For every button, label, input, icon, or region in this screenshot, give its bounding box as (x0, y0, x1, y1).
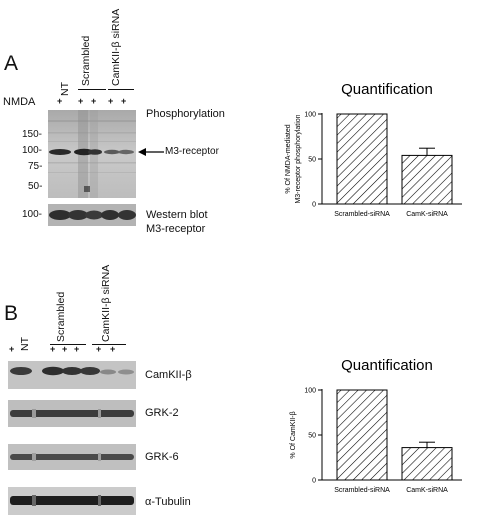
y-tick-label: 100 (304, 112, 316, 119)
wb-marker-100: 100- (22, 209, 43, 220)
lane-label-scrambled: Scrambled (80, 35, 92, 86)
bar (336, 113, 388, 205)
scrambled-underline (50, 344, 86, 345)
plus-sign: + (91, 96, 97, 106)
y-tick-label: 100 (304, 388, 316, 395)
quantification-chart-a: Quantification % Of NMDA-mediated M3-recep… (285, 81, 462, 218)
plus-sign: + (110, 344, 116, 354)
bar (401, 447, 453, 481)
panel-a-letter: A (4, 52, 19, 75)
y-axis-label: % Of NMDA-mediated (285, 124, 292, 193)
wb-label-line1: Western blot (146, 209, 208, 221)
chart-title: Quantification (341, 357, 433, 374)
blot-alpha-tubulin (8, 487, 136, 515)
blot-label-camkii-beta: CamKII-β (145, 369, 192, 381)
arrow-icon (138, 148, 164, 156)
plus-sign: + (74, 344, 80, 354)
western-blot-m3-image (48, 204, 136, 226)
camkii-underline (92, 344, 126, 345)
x-tick-label: CamK-siRNA (406, 211, 448, 218)
plus-sign: + (50, 344, 56, 354)
plus-sign: + (96, 344, 102, 354)
blot-camkii-beta (8, 361, 136, 389)
mw-marker-150: 150- (22, 129, 43, 140)
blot-grk-6-image (8, 444, 136, 470)
blot-label-grk-6: GRK-6 (145, 451, 179, 463)
quantification-chart-b: Quantification % Of CamKII-β 0 50 100 Scrambl… (290, 357, 462, 494)
lane-label-scrambled: Scrambled (55, 291, 67, 342)
phosphorylation-blot (48, 110, 136, 198)
blot-grk-2-image (8, 400, 136, 427)
x-tick-label: Scrambled-siRNA (334, 211, 390, 218)
y-tick-label: 0 (312, 202, 316, 209)
y-tick-label: 50 (308, 157, 316, 164)
x-tick-label: Scrambled-siRNA (334, 487, 390, 494)
lane-label-nt: NT (59, 82, 71, 96)
y-axis-label: M3-receptor phosphorylation (295, 114, 302, 203)
panel-b-letter: B (4, 302, 19, 325)
bar (401, 154, 453, 205)
plus-sign: + (108, 96, 114, 106)
western-blot-m3 (48, 204, 136, 226)
mw-marker-100: 100- (22, 145, 43, 156)
y-tick-label: 0 (312, 478, 316, 485)
phosphorylation-blot-image (48, 110, 136, 198)
blot-label-grk-2: GRK-2 (145, 407, 179, 419)
plus-sign: + (62, 344, 68, 354)
plus-sign: + (121, 96, 127, 106)
camkii-underline (108, 89, 134, 90)
lane-label-camkii-sirna: CamKII-β siRNA (100, 264, 112, 342)
mw-marker-75: 75- (28, 161, 43, 172)
blot-alpha-tubulin-image (8, 487, 136, 515)
blot-grk-2 (8, 400, 136, 427)
nmda-label: NMDA (3, 96, 36, 108)
wb-label-line2: M3-receptor (146, 223, 206, 235)
y-tick-label: 50 (308, 433, 316, 440)
plus-sign: + (9, 344, 15, 354)
arrow-label: M3-receptor (165, 146, 219, 157)
bar (336, 389, 388, 481)
blot-camkii-beta-image (8, 361, 136, 389)
plus-sign: + (78, 96, 84, 106)
x-tick-label: CamK-siRNA (406, 487, 448, 494)
phosphorylation-label: Phosphorylation (146, 108, 225, 120)
blot-label-alpha-tubulin: α-Tubulin (145, 496, 191, 508)
plus-sign: + (57, 96, 63, 106)
scrambled-underline (78, 89, 106, 90)
y-axis-label: % Of CamKII-β (290, 411, 297, 458)
lane-label-camkii-sirna: CamKII-β siRNA (110, 8, 122, 86)
lane-label-nt: NT (19, 337, 31, 351)
mw-marker-50: 50- (28, 181, 43, 192)
blot-grk-6 (8, 444, 136, 470)
chart-title: Quantification (341, 81, 433, 98)
